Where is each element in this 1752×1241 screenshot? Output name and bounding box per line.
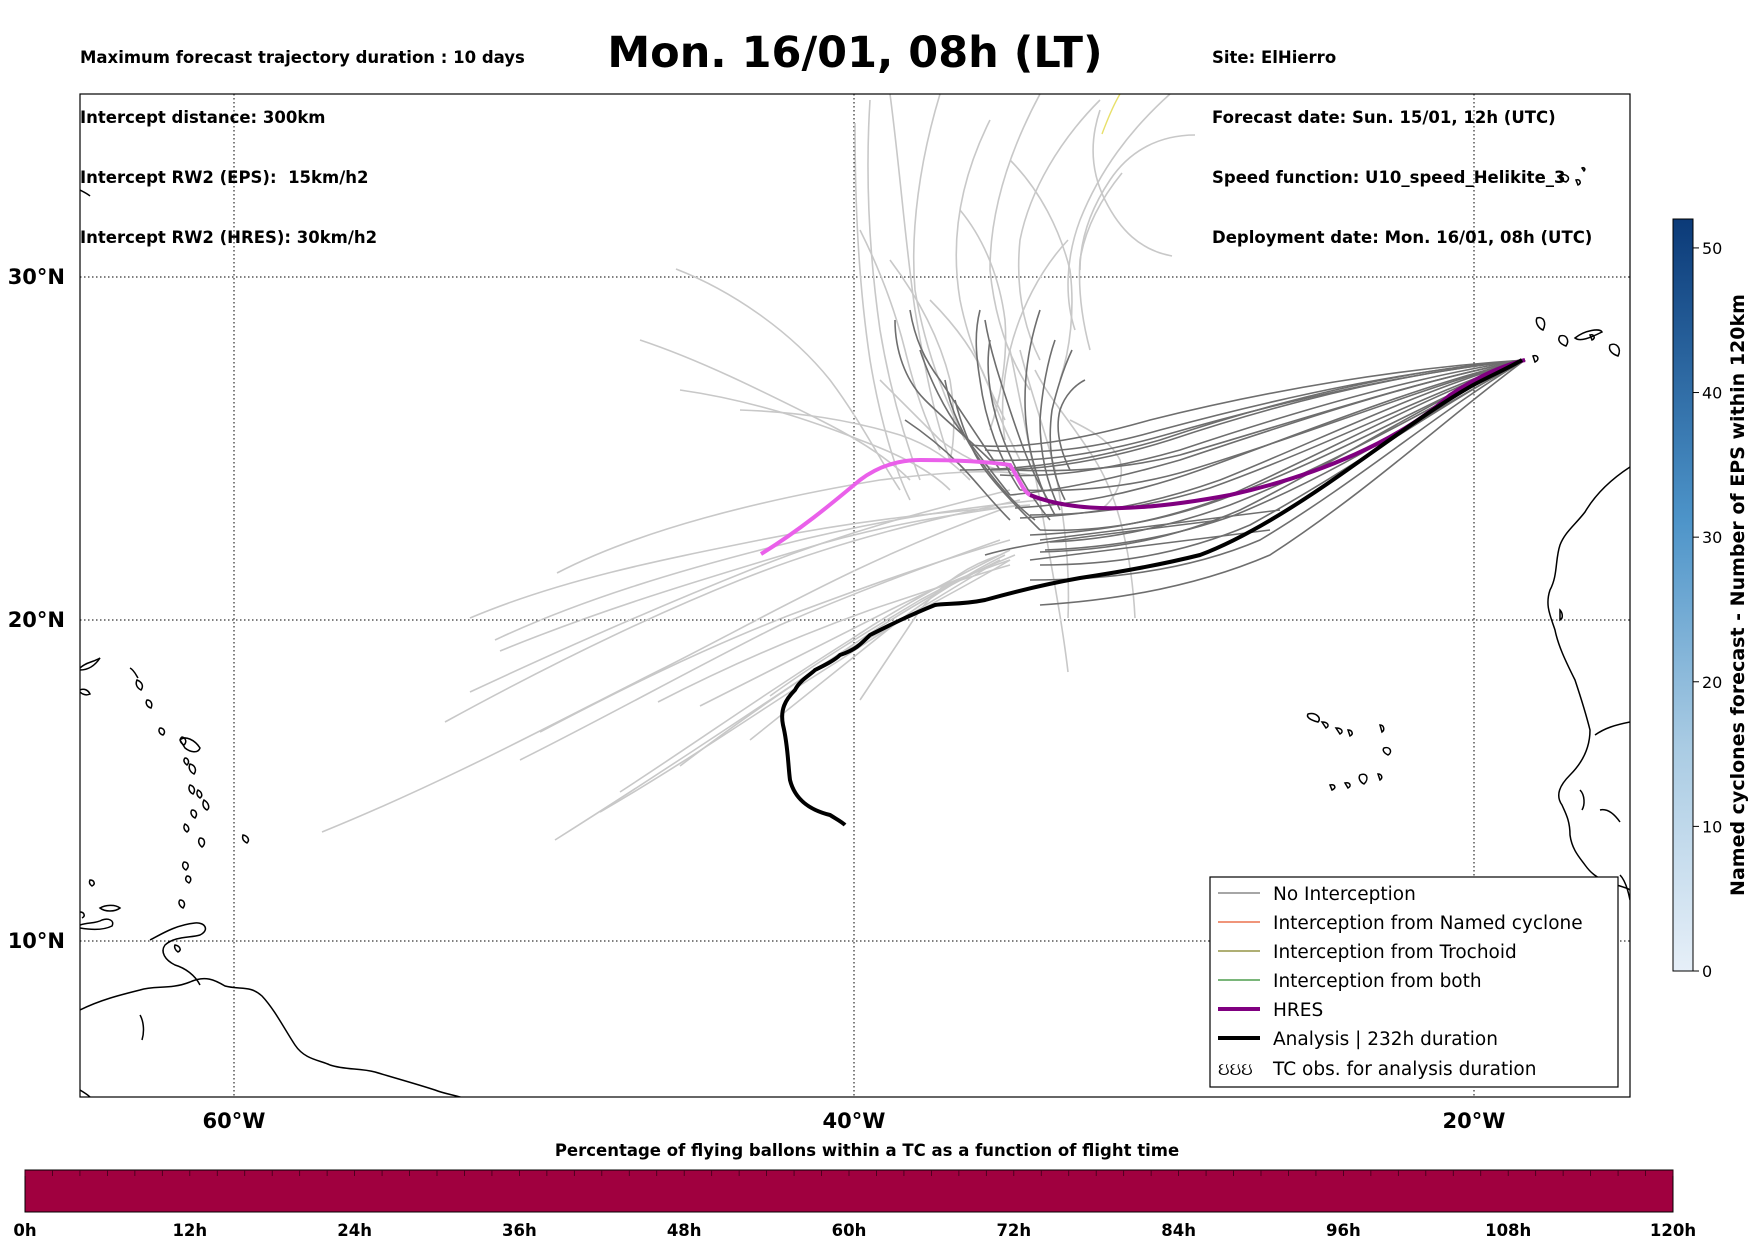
- bottom-bar-tick-label: 72h: [996, 1221, 1031, 1240]
- dark-ensemble-tracks: [894, 309, 1526, 606]
- header-right-line-2: Forecast date: Sun. 15/01, 12h (UTC): [1212, 108, 1556, 127]
- lat-label-20: 20°N: [8, 608, 65, 632]
- hres-track-early: [759, 457, 1032, 556]
- header-right-line-3: Speed function: U10_speed_Helikite_3: [1212, 168, 1566, 187]
- lat-label-30: 30°N: [8, 265, 65, 289]
- analysis-track: [780, 358, 1524, 827]
- bottom-bar-tick-label: 0h: [13, 1221, 36, 1240]
- lon-label-20w: 20°W: [1443, 1109, 1506, 1133]
- header-left-line-1: Maximum forecast trajectory duration : 1…: [80, 48, 525, 67]
- tc-obs-symbol-icon: ઇઇઇ: [1218, 1059, 1253, 1080]
- legend-label-analysis: Analysis | 232h duration: [1273, 1029, 1498, 1050]
- lon-label-40w: 40°W: [823, 1109, 886, 1133]
- lon-label-60w: 60°W: [203, 1109, 266, 1133]
- colorbar-right-ticks: 0 10 20 30 40 50: [1693, 239, 1722, 981]
- colorbar-tick-label: 10: [1702, 817, 1722, 836]
- map-grid: [80, 94, 1630, 1097]
- map-area: [80, 94, 1630, 1097]
- colorbar-right-gradient: [1672, 218, 1694, 972]
- header-left-line-2: Intercept distance: 300km: [80, 108, 326, 127]
- colorbar-tick-label: 40: [1702, 384, 1722, 403]
- colorbar-tick-label: 20: [1702, 673, 1722, 692]
- colorbar-tick-label: 30: [1702, 528, 1722, 547]
- bottom-bar-fill: [24, 1169, 1674, 1213]
- yellow-track: [1101, 94, 1121, 135]
- coastlines: [80, 167, 1630, 1097]
- bottom-bar-tick-label: 84h: [1161, 1221, 1196, 1240]
- bottom-bar-label: Percentage of flying ballons within a TC…: [555, 1141, 1179, 1160]
- map-frame: [79, 93, 1631, 1098]
- bottom-bar-tick-label: 108h: [1485, 1221, 1531, 1240]
- legend-label-both: Interception from both: [1273, 971, 1482, 992]
- page-title: Mon. 16/01, 08h (LT): [607, 28, 1103, 78]
- legend-label-no-interception: No Interception: [1273, 884, 1416, 905]
- bottom-bar-tick-label: 96h: [1326, 1221, 1361, 1240]
- bottom-bar-tick-label: 24h: [337, 1221, 372, 1240]
- legend-label-named-cyclone: Interception from Named cyclone: [1273, 913, 1583, 934]
- legend-box: [1209, 876, 1619, 1088]
- bottom-bar-tick-label: 120h: [1650, 1221, 1696, 1240]
- bottom-bar-tick-label: 36h: [502, 1221, 537, 1240]
- lat-label-10: 10°N: [8, 929, 65, 953]
- header-left-line-3: Intercept RW2 (EPS): 15km/h2: [80, 168, 369, 187]
- bottom-bar-tick-label: 60h: [832, 1221, 867, 1240]
- bottom-bar-tick-label: 12h: [172, 1221, 207, 1240]
- colorbar-tick-label: 50: [1702, 239, 1722, 258]
- legend-label-tc-obs: TC obs. for analysis duration: [1272, 1059, 1536, 1080]
- header-right-line-4: Deployment date: Mon. 16/01, 08h (UTC): [1212, 228, 1593, 247]
- legend-label-hres: HRES: [1273, 1000, 1323, 1021]
- colorbar-right-label: Named cyclones forecast - Number of EPS …: [1727, 294, 1749, 896]
- colorbar-right: 0 10 20 30 40 50 Named cyclones forecast - Nu…: [1672, 218, 1749, 981]
- bottom-bar: Percentage of flying ballons within a TC…: [13, 1141, 1696, 1240]
- colorbar-tick-label: 0: [1702, 962, 1712, 981]
- bottom-bar-tick-label: 48h: [667, 1221, 702, 1240]
- hres-track: [1029, 358, 1526, 511]
- light-ensemble-tracks: [321, 94, 1196, 841]
- header-left-line-4: Intercept RW2 (HRES): 30km/h2: [80, 228, 378, 247]
- bottom-bar-ticks: 0h 12h 24h 36h 48h 60h 72h 84h 96h 108h 120h: [13, 1170, 1696, 1240]
- header-right-line-1: Site: ElHierro: [1212, 48, 1337, 67]
- axis-labels: 30°N 20°N 10°N 60°W 40°W 20°W: [8, 265, 1506, 1133]
- legend-label-trochoid: Interception from Trochoid: [1273, 942, 1517, 963]
- legend: No Interception Interception from Named …: [1209, 876, 1619, 1088]
